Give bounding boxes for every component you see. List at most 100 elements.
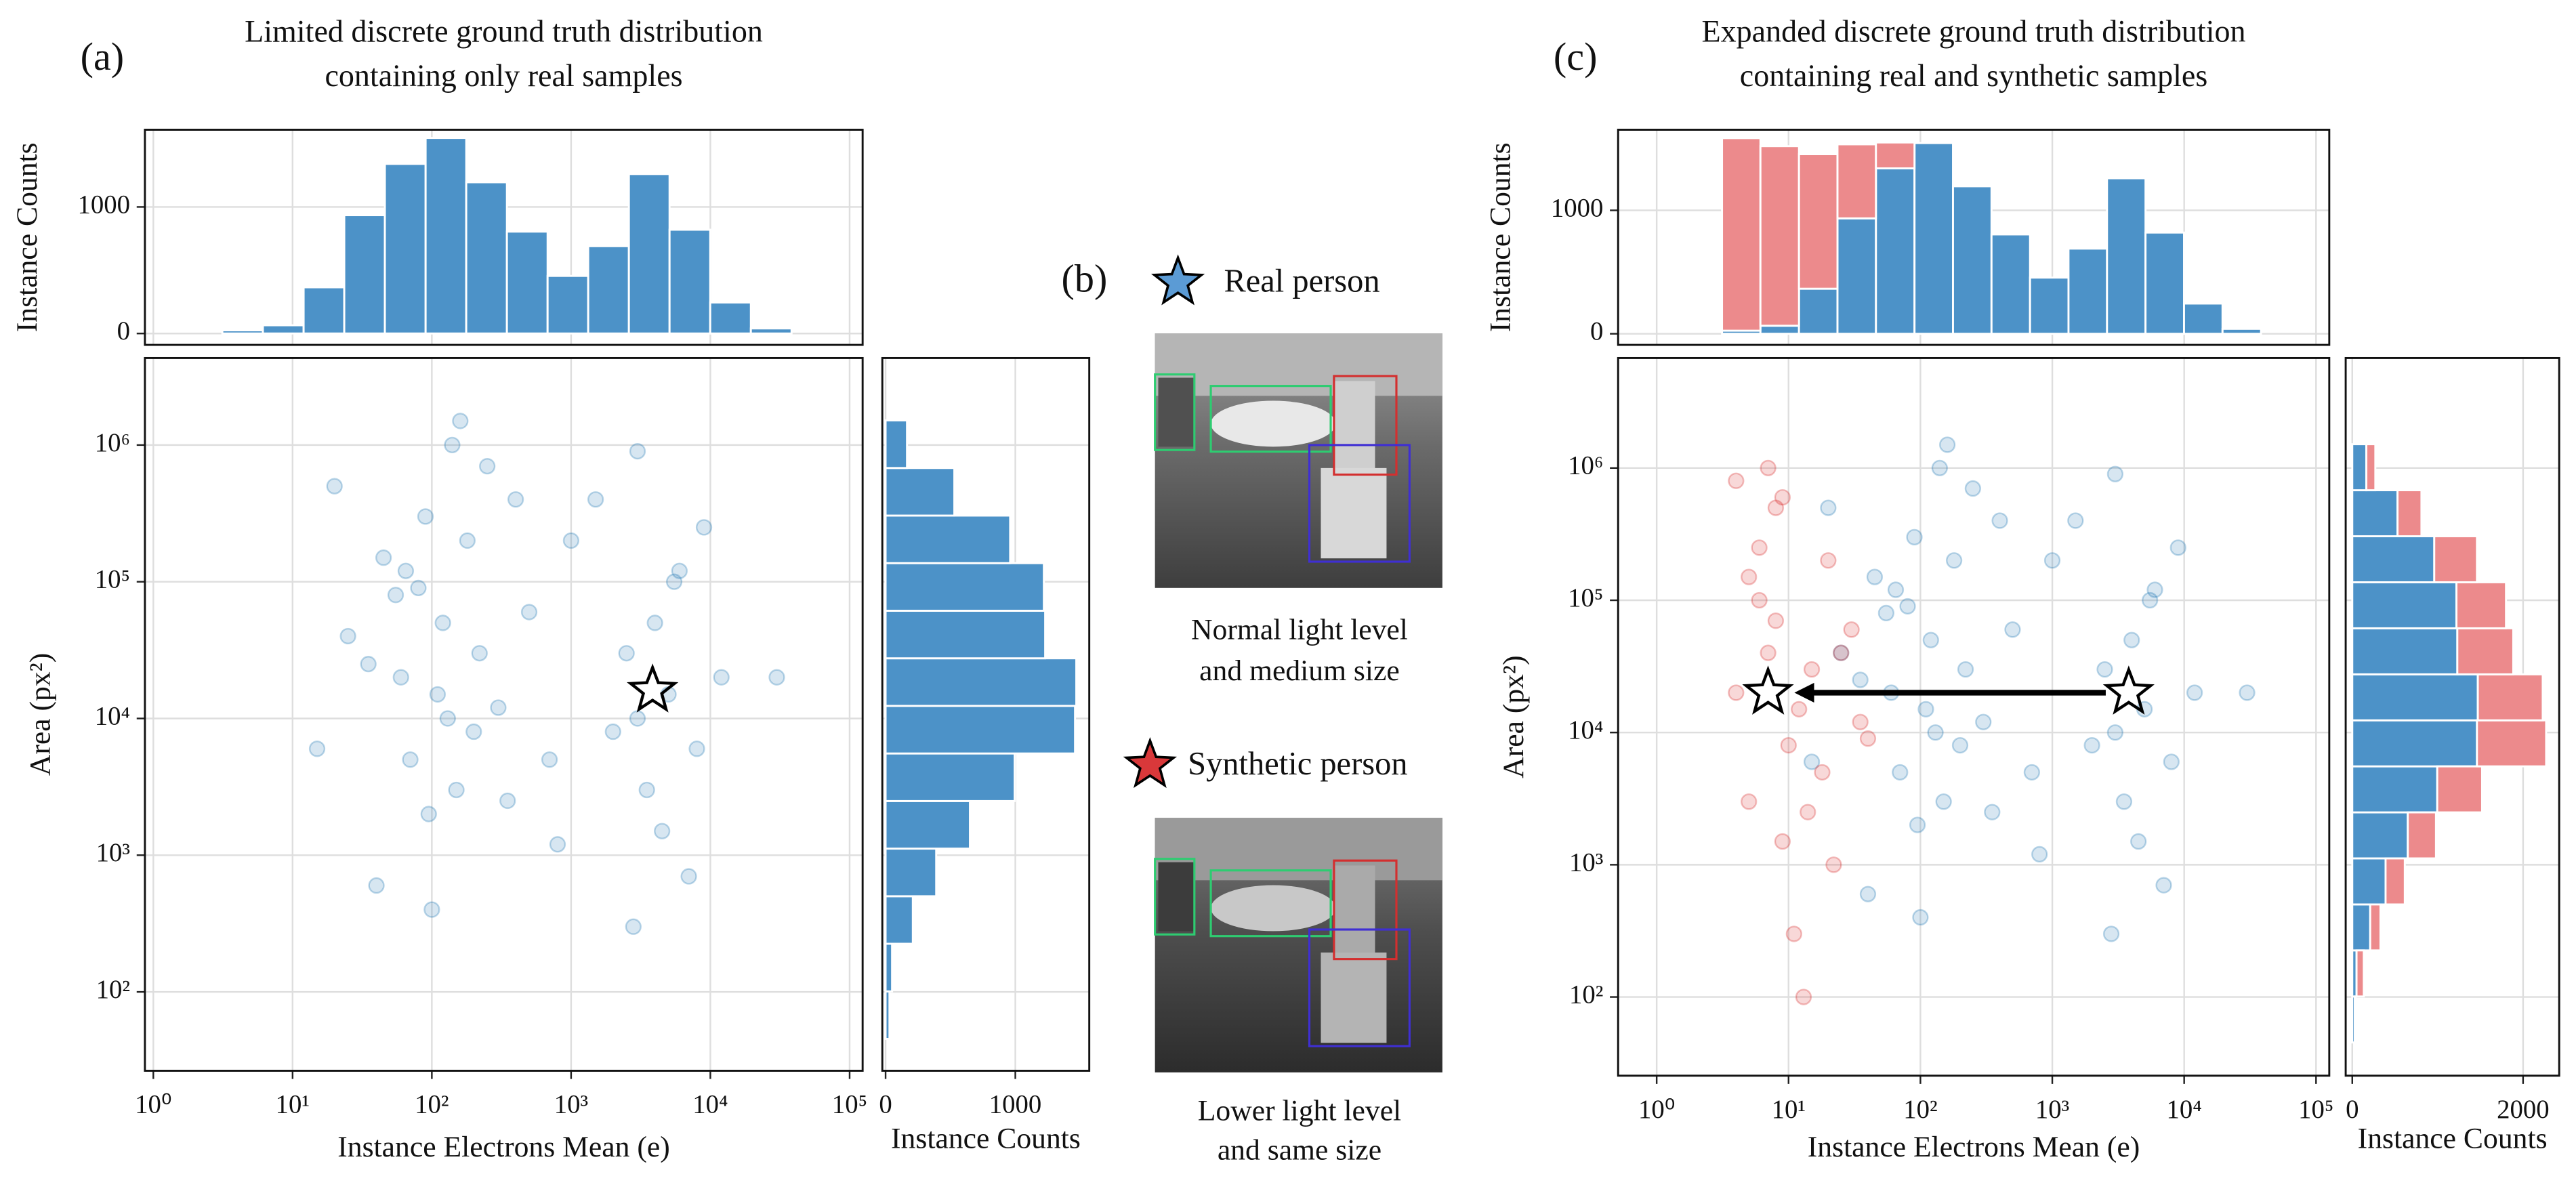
- bar: [2106, 177, 2147, 335]
- scatter-point: [1927, 724, 1944, 741]
- bar: [884, 514, 1012, 564]
- scatter-point: [520, 604, 538, 621]
- bar: [1798, 153, 1839, 290]
- chart: 0 1000 Instance Counts Expanded discrete gr…: [1484, 14, 2331, 346]
- bar: [2144, 231, 2185, 335]
- y-tick-label: 10⁴: [95, 701, 130, 730]
- bar: [2351, 443, 2368, 492]
- bar: [2456, 627, 2514, 675]
- x-tick-label: 10⁴: [692, 1090, 728, 1119]
- scatter-point: [1877, 604, 1894, 622]
- bar: [1836, 143, 1877, 220]
- y-axis-label: Instance Counts: [11, 142, 43, 332]
- bar: [2183, 302, 2224, 335]
- scatter-point: [410, 579, 427, 597]
- scatter-point: [638, 781, 655, 799]
- caption: and medium size: [1199, 654, 1400, 687]
- scatter-point: [1859, 885, 1877, 902]
- bar: [2455, 581, 2508, 629]
- panel-label: (a): [81, 35, 125, 79]
- scatter-point: [1760, 459, 1777, 476]
- bar: [884, 752, 1016, 802]
- bar: [2365, 443, 2377, 492]
- scatter-point: [1803, 753, 1821, 770]
- x-axis-label: Instance Electrons Mean (e): [337, 1131, 670, 1163]
- scatter-point: [2146, 581, 2163, 598]
- scatter-point: [671, 562, 688, 579]
- panel-label: (b): [1062, 256, 1108, 300]
- scatter-point: [507, 491, 524, 508]
- bar: [2369, 903, 2382, 952]
- scatter-point: [1728, 684, 1745, 701]
- scatter-point: [465, 723, 482, 740]
- axes-frame: [1617, 356, 2331, 1077]
- scatter-point: [1945, 552, 1963, 569]
- scatter-point: [368, 877, 385, 894]
- y-tick-label: 10⁶: [95, 428, 130, 457]
- bar: [2351, 673, 2479, 722]
- scatter-point: [1892, 764, 1909, 781]
- legend-label: Synthetic person: [1188, 746, 1407, 782]
- bar: [2351, 581, 2458, 629]
- bar: [709, 301, 752, 335]
- x-axis-label: Instance Counts: [2358, 1123, 2548, 1155]
- scatter-point: [479, 458, 496, 475]
- scatter-point: [2186, 684, 2203, 701]
- bar: [2351, 903, 2371, 952]
- scatter-point: [654, 822, 671, 839]
- chart: 10⁰ 10¹ 10² 10³ 10⁴ 10⁵ 10² 10³ 10⁴ 10⁵ 10⁶ Instanc…: [24, 356, 867, 1163]
- scatter-point: [1912, 909, 1929, 926]
- bar: [302, 286, 346, 335]
- scatter-point: [392, 669, 409, 686]
- bar: [383, 163, 427, 335]
- scatter-point: [1951, 736, 1969, 754]
- scatter-point: [1935, 793, 1952, 810]
- scatter-point: [1751, 539, 1768, 556]
- scatter-point: [1791, 701, 1808, 717]
- chart: 10⁰ 10¹ 10² 10³ 10⁴ 10⁵ 10² 10³ 10⁴ 10⁵ 10⁶ Instanc…: [1497, 356, 2333, 1163]
- scatter-point: [2106, 465, 2124, 482]
- scatter-point: [1780, 736, 1797, 754]
- bar: [2433, 535, 2478, 583]
- scatter-point: [2023, 764, 2041, 781]
- scatter-point: [1833, 644, 1850, 661]
- x-tick-label: 2000: [2497, 1095, 2550, 1124]
- bar: [1875, 141, 1916, 169]
- scatter-point: [2115, 793, 2133, 810]
- star-marker: [1742, 665, 1794, 715]
- y-axis-label: Area (px²): [1497, 655, 1530, 778]
- bar: [2476, 673, 2544, 722]
- bar: [2407, 811, 2437, 860]
- scatter-point: [629, 442, 646, 460]
- scatter-point: [1859, 730, 1877, 747]
- scatter-point: [1833, 644, 1850, 661]
- scatter-point: [1767, 612, 1785, 629]
- scatter-point: [2123, 631, 2140, 648]
- scatter-point: [1975, 713, 1992, 730]
- scatter-point: [2067, 512, 2084, 529]
- scatter-point: [490, 699, 507, 716]
- scatter-point: [1852, 713, 1869, 730]
- axes-frame: [144, 356, 864, 1072]
- y-tick-label: 10⁵: [1568, 583, 1603, 612]
- x-axis-label: Instance Electrons Mean (e): [1808, 1131, 2140, 1163]
- panel-label: (c): [1554, 35, 1598, 79]
- scatter-point: [1767, 499, 1785, 516]
- scatter-point: [1820, 499, 1837, 516]
- bar: [2384, 857, 2406, 906]
- photo-low-light: [1154, 818, 1442, 1072]
- x-tick-label: 1000: [989, 1090, 1042, 1119]
- scatter-point: [459, 532, 476, 549]
- scatter-point: [1814, 764, 1831, 781]
- scatter-point: [2239, 684, 2256, 701]
- scatter-point: [1991, 512, 2008, 529]
- caption: and same size: [1218, 1134, 1382, 1167]
- x-tick-label: 10⁴: [2167, 1095, 2202, 1124]
- y-tick-label: 10²: [1569, 980, 1603, 1009]
- scatter-point: [360, 656, 377, 673]
- y-tick-label: 1000: [1551, 193, 1604, 222]
- x-tick-label: 10¹: [1772, 1095, 1806, 1124]
